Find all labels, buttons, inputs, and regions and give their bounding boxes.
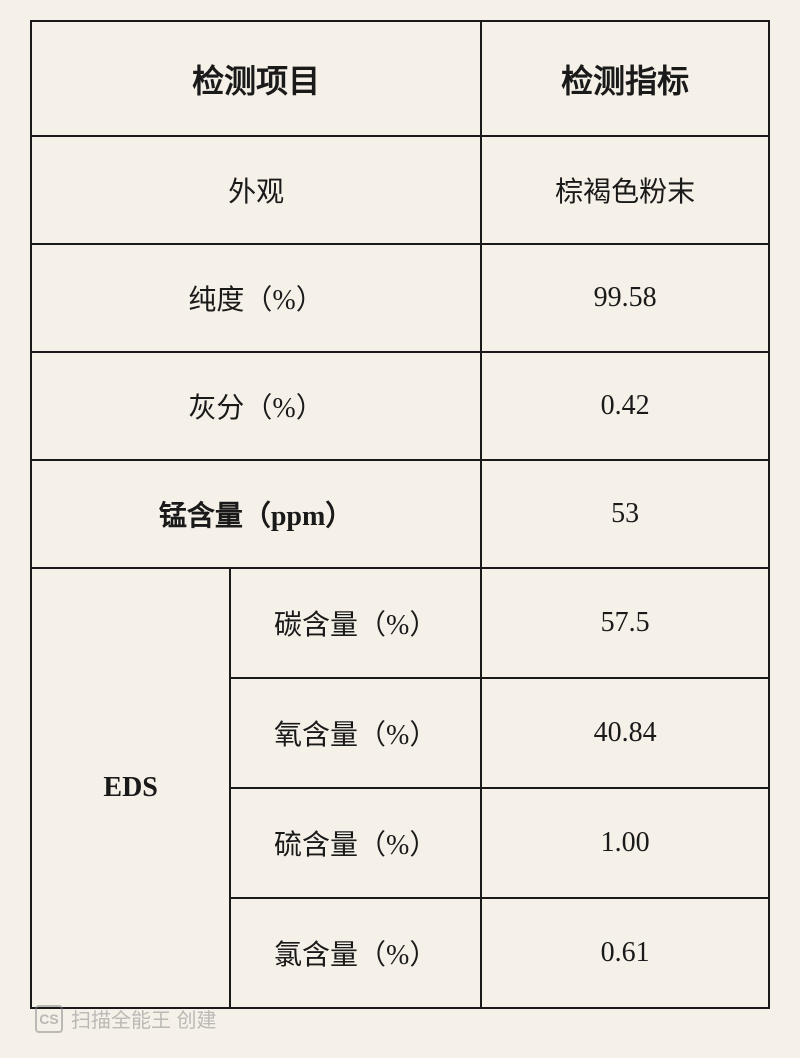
table-row: 外观 棕褐色粉末 — [31, 136, 769, 244]
eds-value: 40.84 — [481, 678, 769, 788]
row-value: 53 — [481, 460, 769, 568]
header-item-label: 检测项目 — [31, 21, 481, 136]
row-label: 锰含量（ppm） — [31, 460, 481, 568]
eds-sublabel: 氧含量（%） — [230, 678, 481, 788]
watermark-text: 扫描全能王 创建 — [71, 1004, 217, 1033]
eds-sublabel: 硫含量（%） — [230, 788, 481, 898]
header-indicator-label: 检测指标 — [481, 21, 769, 136]
row-label: 外观 — [31, 136, 481, 244]
row-label: 灰分（%） — [31, 352, 481, 460]
eds-value: 1.00 — [481, 788, 769, 898]
eds-value: 57.5 — [481, 568, 769, 678]
eds-sublabel: 氯含量（%） — [230, 898, 481, 1008]
eds-sublabel: 碳含量（%） — [230, 568, 481, 678]
row-value: 99.58 — [481, 244, 769, 352]
table-row: 纯度（%） 99.58 — [31, 244, 769, 352]
camscanner-icon: CS — [35, 1005, 63, 1033]
row-label: 纯度（%） — [31, 244, 481, 352]
table-row: 锰含量（ppm） 53 — [31, 460, 769, 568]
row-value: 0.42 — [481, 352, 769, 460]
eds-row: EDS 碳含量（%） 57.5 — [31, 568, 769, 678]
watermark-icon-text: CS — [39, 1011, 58, 1027]
spec-table: 检测项目 检测指标 外观 棕褐色粉末 纯度（%） 99.58 灰分（%） 0.4… — [30, 20, 770, 1009]
eds-group-label: EDS — [31, 568, 230, 1008]
watermark: CS 扫描全能王 创建 — [35, 1004, 217, 1033]
table-row: 灰分（%） 0.42 — [31, 352, 769, 460]
table-header-row: 检测项目 检测指标 — [31, 21, 769, 136]
eds-value: 0.61 — [481, 898, 769, 1008]
row-value: 棕褐色粉末 — [481, 136, 769, 244]
